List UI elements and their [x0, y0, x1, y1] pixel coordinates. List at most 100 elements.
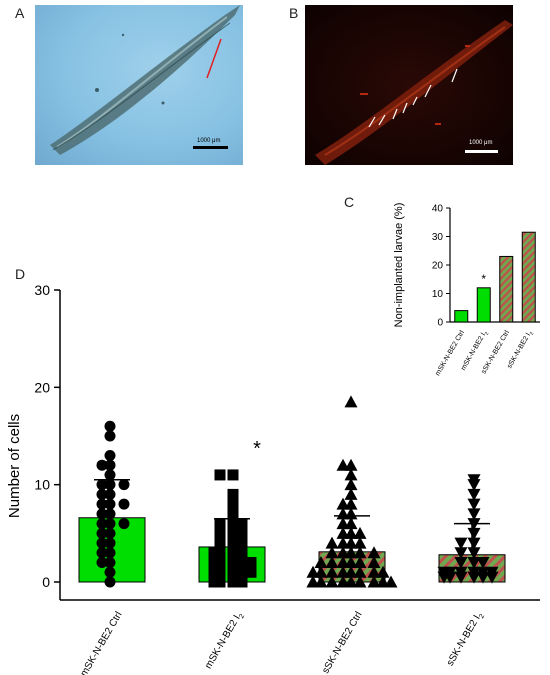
chart-d-data-point [236, 547, 248, 559]
chart-d-significance-mark: * [253, 438, 261, 460]
chart-d-data-point [314, 556, 328, 569]
chart-d-data-point [367, 556, 381, 569]
chart-d-data-point [336, 536, 350, 549]
scale-bar-b [465, 150, 498, 153]
chart-d-data-point [96, 498, 108, 510]
chart-d-data-point [353, 526, 367, 539]
chart-d-data-point [96, 557, 108, 569]
scale-label-b: 1000 μm [469, 140, 493, 146]
chart-d-data-point [437, 571, 451, 584]
chart-d-data-point [336, 546, 350, 559]
chart-d-data-point [104, 576, 116, 588]
chart-d-data-point [467, 498, 481, 511]
chart-d-data-point [214, 527, 226, 539]
chart-d-data-point [96, 527, 108, 539]
chart-d-data-point [96, 479, 108, 491]
chart-d-data-point [227, 537, 239, 549]
chart-d-data-point [96, 518, 108, 530]
chart-d-category-label: sSK-N-BE2 Ctrl [320, 610, 364, 675]
chart-c-bar [499, 255, 514, 323]
chart-d-data-point [227, 527, 239, 539]
chart-d-data-point [476, 557, 490, 570]
chart-d-data-point [214, 547, 226, 559]
chart-d-data-point [208, 576, 220, 588]
chart-d-data-point [96, 459, 108, 471]
chart-d-data-point [384, 575, 398, 588]
chart-d-data-point [467, 537, 481, 550]
chart-d-data-point [104, 430, 116, 442]
chart-d-data-point [236, 557, 248, 569]
panel-b-label: B [289, 5, 299, 21]
chart-d-data-point [467, 571, 481, 584]
chart-d-data-point [467, 527, 481, 540]
chart-d-axes [54, 289, 540, 601]
chart-c-y-tick-label: 0 [437, 318, 443, 329]
chart-d-data-point [353, 536, 367, 549]
chart-d-data-point [467, 557, 481, 570]
chart-d-data-point [214, 537, 226, 549]
chart-d-data-point [325, 536, 339, 549]
chart-d-y-tick-label: 0 [42, 574, 50, 590]
chart-d-data-point [325, 556, 339, 569]
chart-d-data-point [227, 498, 239, 510]
chart-d-data-point [367, 575, 381, 588]
chart-c-bars [454, 231, 536, 323]
chart-d-data-point [118, 479, 130, 491]
chart-d-data-point [344, 478, 358, 491]
chart-d-data-point [236, 527, 248, 539]
chart-d-data-point [214, 469, 226, 481]
chart-d-data-point [306, 575, 320, 588]
larva-brightfield-drawing [50, 5, 240, 155]
chart-d-data-point [227, 557, 239, 569]
chart-d-data-point [467, 547, 481, 560]
chart-d-data-point [353, 565, 367, 578]
chart-d-data-point [245, 557, 257, 569]
chart-d-data-point [325, 565, 339, 578]
chart-c-significance-mark: * [481, 272, 486, 286]
chart-d-data-point [208, 557, 220, 569]
chart-d-data-point [344, 487, 358, 500]
chart-d-data-point [336, 575, 350, 588]
chart-d-data-point [96, 508, 108, 520]
chart-d-data-point [336, 526, 350, 539]
chart-d-data-point [214, 566, 226, 578]
chart-d-data-point [227, 488, 239, 500]
chart-d-data-point [104, 547, 116, 559]
chart-d-category-label: mSK-N-BE2 Ctrl [79, 610, 125, 675]
chart-d-data-point [104, 566, 116, 578]
chart-d-category-label: sSK-N-BE2 I2 [445, 610, 487, 669]
chart-d-data-point [306, 565, 320, 578]
chart-d-data-point [104, 537, 116, 549]
chart-d-data-point [467, 488, 481, 501]
chart-d-data-point [454, 571, 468, 584]
chart-d-data-point [208, 547, 220, 559]
chart-d-data-point [353, 556, 367, 569]
chart-c-y-axis-title: Non-implanted larvae (%) [393, 203, 405, 328]
chart-d-labels: 0 10 20 30 Number of cells mSK-N-BE2 Ctrl mSK-… [6, 282, 486, 675]
chart-d-data-point [454, 537, 468, 550]
tumor-cell-arrows [368, 68, 458, 128]
panel-a-label: A [15, 5, 25, 21]
chart-d-y-tick-label: 20 [34, 379, 50, 395]
chart-d-data-point [104, 459, 116, 471]
chart-d-data-point [245, 566, 257, 578]
chart-d-y-tick-label: 30 [34, 282, 50, 298]
chart-d-data-point [367, 565, 381, 578]
chart-d-data-point [214, 518, 226, 530]
chart-d-data-point [104, 449, 116, 461]
chart-d-data-point [336, 458, 350, 471]
chart-c-y-tick-label: 10 [432, 289, 444, 300]
chart-d-data-point [376, 565, 390, 578]
scale-label-a: 1000 μm [197, 138, 221, 144]
chart-c-bar [454, 310, 469, 323]
chart-d-data-point [476, 571, 490, 584]
chart-d-data-point [344, 468, 358, 481]
chart-d-data-point [336, 556, 350, 569]
panel-c-label: C [344, 194, 355, 210]
chart-d-data-point [104, 469, 116, 481]
chart-d-data-point [214, 557, 226, 569]
fluorescence-micrograph: 1000 μm [305, 5, 513, 165]
chart-d-data-point [336, 565, 350, 578]
chart-d-error-bars [94, 479, 490, 555]
